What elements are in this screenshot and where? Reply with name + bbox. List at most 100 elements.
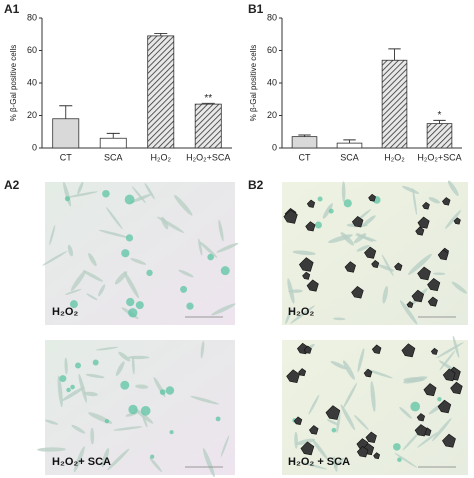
- error-bar: [433, 119, 446, 124]
- cell: [127, 355, 150, 360]
- cell: [174, 194, 193, 216]
- x-tick-label: SCA: [340, 152, 359, 162]
- crystal: [308, 425, 319, 435]
- stained-cell: [128, 308, 138, 318]
- error-bar: [201, 102, 215, 105]
- crystal: [364, 246, 377, 259]
- stained-cell: [125, 234, 134, 242]
- cell: [90, 427, 95, 445]
- crystal: [283, 209, 298, 224]
- cell: [216, 242, 239, 253]
- cell: [417, 432, 438, 448]
- crystal: [442, 197, 451, 206]
- cell: [382, 285, 389, 304]
- cell: [431, 417, 452, 442]
- cell: [218, 219, 224, 242]
- stained-cell: [328, 208, 334, 214]
- cell: [37, 447, 67, 452]
- stained-cell: [165, 386, 175, 395]
- stained-cell: [220, 266, 230, 276]
- crystal: [363, 368, 373, 378]
- crystal: [453, 217, 461, 225]
- cell: [198, 238, 203, 256]
- stained-cell: [150, 454, 155, 459]
- cell: [412, 188, 417, 215]
- x-tick-label: CT: [60, 152, 72, 162]
- cell: [135, 384, 149, 389]
- crystal: [414, 424, 428, 437]
- stained-cell: [410, 401, 421, 412]
- stained-cell: [104, 419, 110, 424]
- cell: [45, 419, 59, 425]
- cell: [378, 264, 395, 272]
- error-bar: [154, 32, 168, 36]
- cell: [118, 351, 131, 362]
- cell: [299, 461, 328, 470]
- panel-label: A2: [4, 178, 20, 192]
- cell: [394, 452, 418, 468]
- cell: [82, 270, 104, 282]
- cell: [399, 407, 413, 419]
- crystal: [401, 343, 416, 358]
- x-tick-label: H₂O₂+SCA: [417, 152, 461, 162]
- stained-cell: [102, 189, 110, 198]
- bar: [147, 35, 175, 149]
- cell: [452, 335, 460, 358]
- cell: [342, 382, 358, 409]
- cell: [73, 446, 85, 473]
- cell: [322, 203, 333, 219]
- cell: [445, 209, 462, 229]
- y-tick-label: 0: [32, 142, 37, 152]
- cell: [66, 191, 98, 198]
- crystal: [300, 441, 315, 456]
- cell: [362, 215, 376, 227]
- cell: [333, 456, 338, 472]
- stained-cell: [169, 430, 174, 435]
- cell: [64, 357, 68, 375]
- crystal: [305, 221, 316, 232]
- cell: [113, 426, 143, 431]
- cell: [131, 186, 146, 204]
- crystal: [371, 260, 380, 268]
- stained-cell: [140, 406, 151, 416]
- bar: [52, 118, 80, 149]
- stained-cell: [186, 302, 194, 310]
- y-tick-label: 40: [27, 77, 37, 87]
- stained-cell: [124, 194, 135, 205]
- panel-label: B2: [248, 178, 264, 192]
- cell: [149, 457, 162, 472]
- stained-cell: [146, 269, 153, 277]
- cell: [402, 185, 420, 194]
- stained-cell: [159, 389, 166, 395]
- cell: [399, 300, 418, 325]
- cell: [326, 419, 339, 426]
- crystal: [450, 381, 463, 395]
- cell: [88, 253, 97, 267]
- crystal: [430, 347, 438, 355]
- cell: [285, 308, 293, 325]
- y-tick-label: 0: [272, 142, 277, 152]
- stained-cell: [343, 199, 352, 208]
- cell: [134, 408, 154, 424]
- stained-cell: [126, 297, 135, 307]
- image-caption: H₂O₂+ SCA: [52, 456, 111, 468]
- cell: [340, 404, 356, 431]
- bar: [194, 103, 222, 149]
- crystal: [325, 405, 341, 420]
- stained-cell: [59, 375, 67, 383]
- crystal: [373, 452, 381, 460]
- cell: [114, 271, 128, 285]
- cell: [98, 284, 106, 297]
- cell: [65, 288, 82, 295]
- cell: [341, 181, 346, 203]
- cell: [451, 281, 467, 294]
- stained-cell: [120, 380, 130, 390]
- cell: [130, 258, 147, 265]
- stained-cell: [64, 196, 70, 202]
- crystal: [286, 369, 300, 384]
- cell: [107, 448, 130, 471]
- stained-cell: [128, 404, 138, 415]
- x-tick-label: H₂O₂: [151, 152, 172, 162]
- cell: [220, 435, 230, 457]
- cell: [308, 394, 320, 415]
